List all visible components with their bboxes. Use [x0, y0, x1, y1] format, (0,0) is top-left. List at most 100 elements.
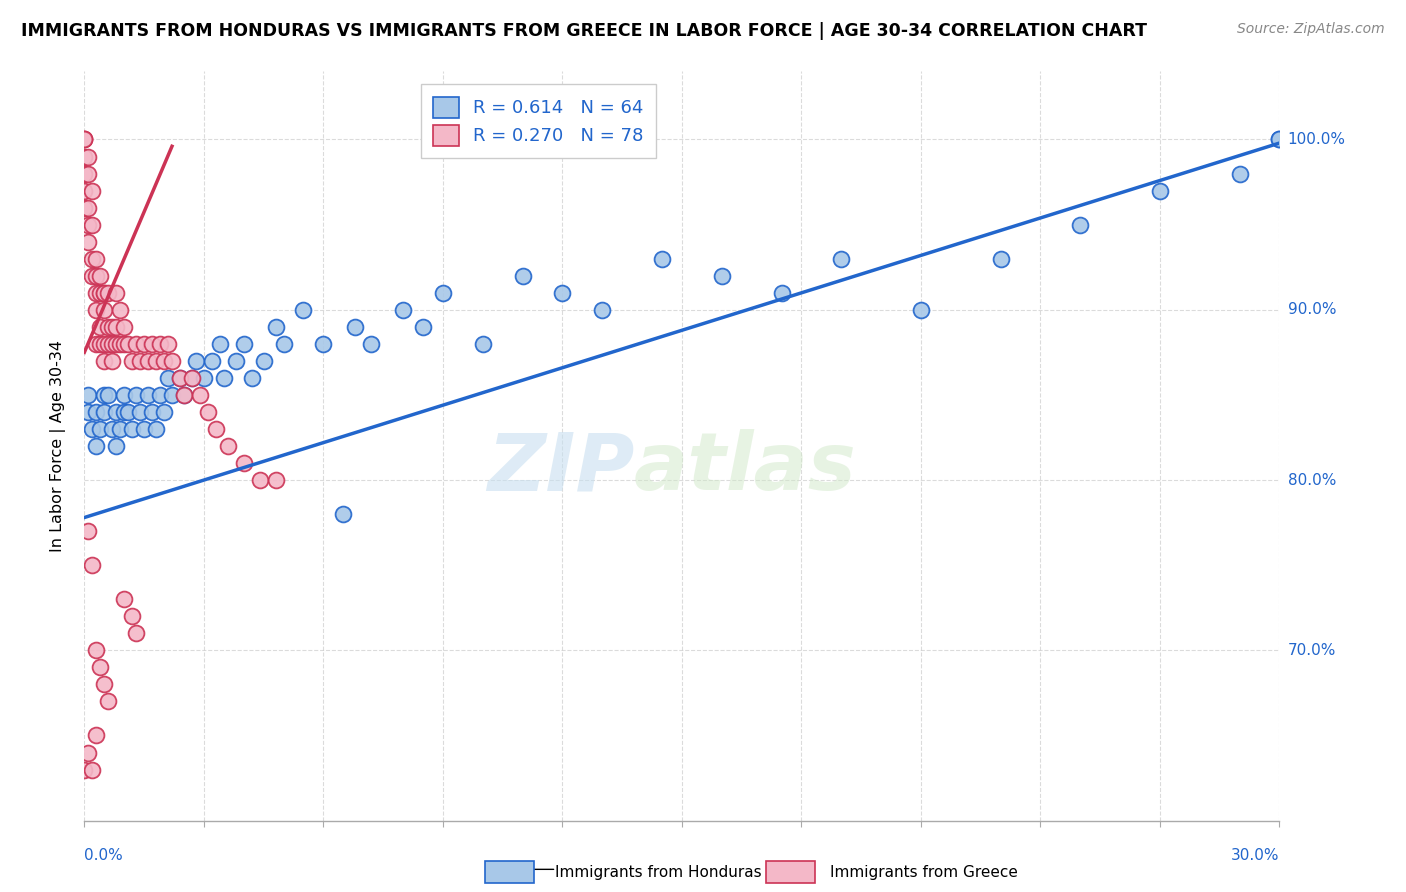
Point [292, 302, 315, 317]
Point [141, 405, 163, 419]
Point [77, 524, 100, 538]
Point [112, 405, 135, 419]
Point [97, 336, 120, 351]
Point [86, 336, 108, 351]
Point [101, 336, 124, 351]
Point [160, 388, 183, 402]
Point [82, 218, 104, 232]
Point [153, 354, 176, 368]
Text: 100.0%: 100.0% [1288, 132, 1346, 147]
Point [157, 336, 180, 351]
Point [232, 456, 254, 470]
Point [86, 268, 108, 283]
Point [201, 354, 224, 368]
Point [141, 336, 163, 351]
Text: ZIP: ZIP [486, 429, 634, 508]
Point [1149, 184, 1171, 198]
Point [344, 319, 367, 334]
Point [112, 388, 135, 402]
Point [1268, 132, 1291, 146]
Point [82, 558, 104, 573]
Point [188, 388, 211, 402]
Point [86, 729, 108, 743]
Point [97, 285, 120, 300]
Point [105, 319, 128, 334]
Point [73, 167, 96, 181]
Point [77, 388, 100, 402]
Point [93, 336, 115, 351]
Point [112, 336, 135, 351]
Point [82, 184, 104, 198]
Point [93, 405, 115, 419]
Point [73, 132, 96, 146]
Point [149, 388, 172, 402]
Point [77, 746, 100, 760]
Point [312, 336, 335, 351]
Point [910, 302, 932, 317]
Point [73, 201, 96, 215]
Point [89, 336, 111, 351]
Text: 0.0%: 0.0% [84, 848, 124, 863]
Point [591, 302, 613, 317]
Point [93, 285, 115, 300]
Point [86, 285, 108, 300]
Point [181, 371, 204, 385]
Point [125, 336, 148, 351]
Point [432, 285, 454, 300]
Point [86, 302, 108, 317]
Point [105, 336, 128, 351]
Point [77, 405, 100, 419]
Point [193, 371, 215, 385]
Point [101, 354, 124, 368]
Point [551, 285, 574, 300]
Point [117, 405, 139, 419]
Point [132, 422, 156, 436]
Point [990, 252, 1012, 266]
Point [82, 252, 104, 266]
Point [249, 473, 271, 487]
Point [169, 371, 191, 385]
Text: 80.0%: 80.0% [1288, 473, 1336, 488]
Y-axis label: In Labor Force | Age 30-34: In Labor Force | Age 30-34 [49, 340, 66, 552]
Point [112, 319, 135, 334]
Point [184, 354, 207, 368]
Point [830, 252, 852, 266]
Point [89, 268, 111, 283]
Point [86, 252, 108, 266]
Point [153, 405, 176, 419]
Point [332, 507, 354, 521]
Point [212, 371, 235, 385]
Point [240, 371, 263, 385]
Point [93, 285, 115, 300]
Point [160, 354, 183, 368]
Point [112, 592, 135, 607]
Point [253, 354, 276, 368]
Point [82, 763, 104, 777]
Point [173, 388, 195, 402]
Point [217, 439, 239, 453]
Point [105, 285, 128, 300]
Point [110, 336, 132, 351]
Text: Immigrants from Honduras: Immigrants from Honduras [555, 865, 762, 880]
Text: Source: ZipAtlas.com: Source: ZipAtlas.com [1237, 22, 1385, 37]
Point [129, 405, 152, 419]
Point [197, 405, 219, 419]
Point [710, 268, 733, 283]
Point [101, 319, 124, 334]
Point [157, 371, 180, 385]
Point [651, 252, 673, 266]
Text: 30.0%: 30.0% [1232, 848, 1279, 863]
Point [145, 422, 167, 436]
Point [232, 336, 254, 351]
Point [93, 302, 115, 317]
Point [101, 422, 124, 436]
Point [121, 609, 143, 624]
Point [208, 336, 231, 351]
Legend: R = 0.614   N = 64, R = 0.270   N = 78: R = 0.614 N = 64, R = 0.270 N = 78 [420, 84, 657, 159]
Point [264, 319, 287, 334]
Point [86, 439, 108, 453]
Point [121, 422, 143, 436]
Point [121, 354, 143, 368]
Point [117, 336, 139, 351]
Point [89, 319, 111, 334]
